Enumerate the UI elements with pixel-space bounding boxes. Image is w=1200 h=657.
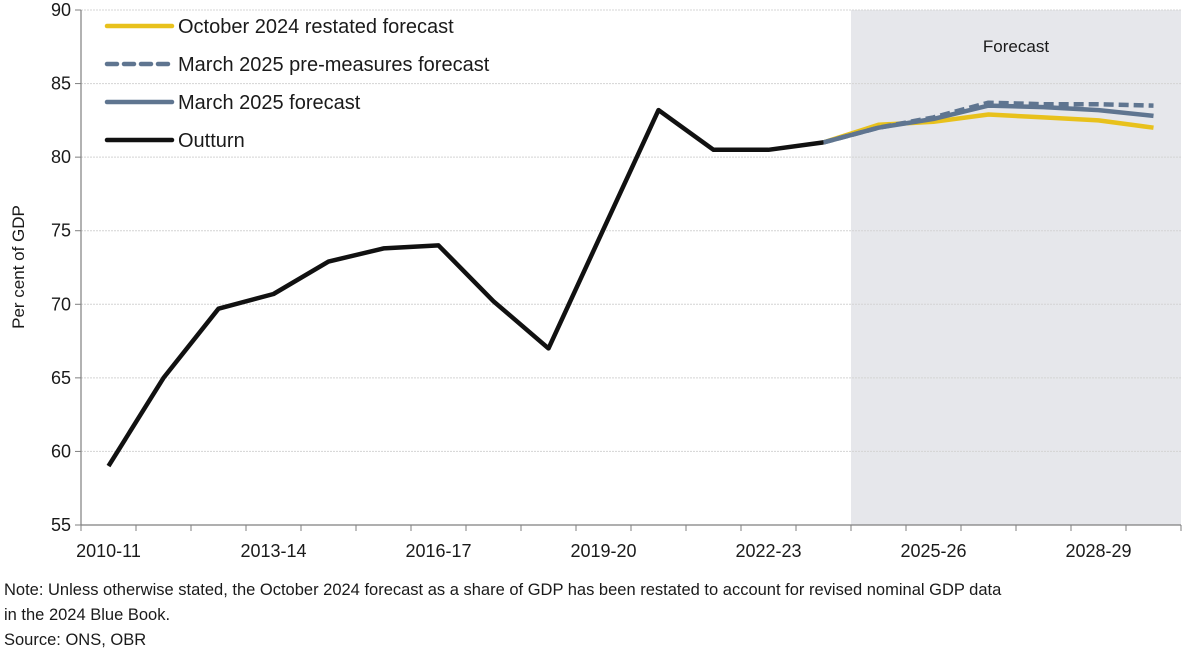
y-tick-label: 85: [51, 74, 71, 94]
forecast-shading-layer: [851, 10, 1181, 525]
axes: 55 60 65 70 75 80 85 90 2010-11 2013-14 2016-17 201…: [51, 0, 1182, 561]
chart: 55 60 65 70 75 80 85 90 2010-11 2013-14 2016-17 201…: [9, 0, 1182, 561]
source-text: Source: ONS, OBR: [4, 631, 147, 649]
note-text-line-1: Note: Unless otherwise stated, the Octob…: [4, 581, 1002, 599]
x-tick-label: 2010-11: [76, 541, 141, 561]
y-tick-label: 80: [51, 147, 71, 167]
x-tick-label: 2016-17: [405, 541, 471, 561]
y-tick-label: 65: [51, 368, 71, 388]
x-tick-label: 2025-26: [900, 541, 966, 561]
x-tick-label: 2019-20: [570, 541, 636, 561]
x-tick-label: 2028-29: [1065, 541, 1131, 561]
x-tick-label: 2013-14: [240, 541, 306, 561]
note-text-line-2: in the 2024 Blue Book.: [4, 606, 171, 624]
series-lines: [106, 100, 1154, 468]
gridlines: [81, 9, 1181, 452]
legend-label: October 2024 restated forecast: [178, 16, 454, 38]
y-axis-title: Per cent of GDP: [9, 205, 28, 329]
legend-label: March 2025 forecast: [178, 92, 361, 114]
series-line-outturn: [106, 107, 824, 468]
y-tick-label: 55: [51, 515, 71, 535]
y-tick-label: 70: [51, 294, 71, 314]
y-tick-label: 90: [51, 0, 71, 20]
legend-label: Outturn: [178, 130, 245, 152]
legend-label: March 2025 pre-measures forecast: [178, 54, 490, 76]
y-tick-label: 75: [51, 221, 71, 241]
legend: October 2024 restated forecast March 2025…: [104, 16, 490, 152]
forecast-region: [851, 10, 1181, 525]
x-tick-label: 2022-23: [735, 541, 801, 561]
chart-notes: Note: Unless otherwise stated, the Octob…: [4, 578, 1200, 653]
y-tick-label: 60: [51, 441, 71, 461]
forecast-annotation: Forecast: [983, 37, 1049, 56]
